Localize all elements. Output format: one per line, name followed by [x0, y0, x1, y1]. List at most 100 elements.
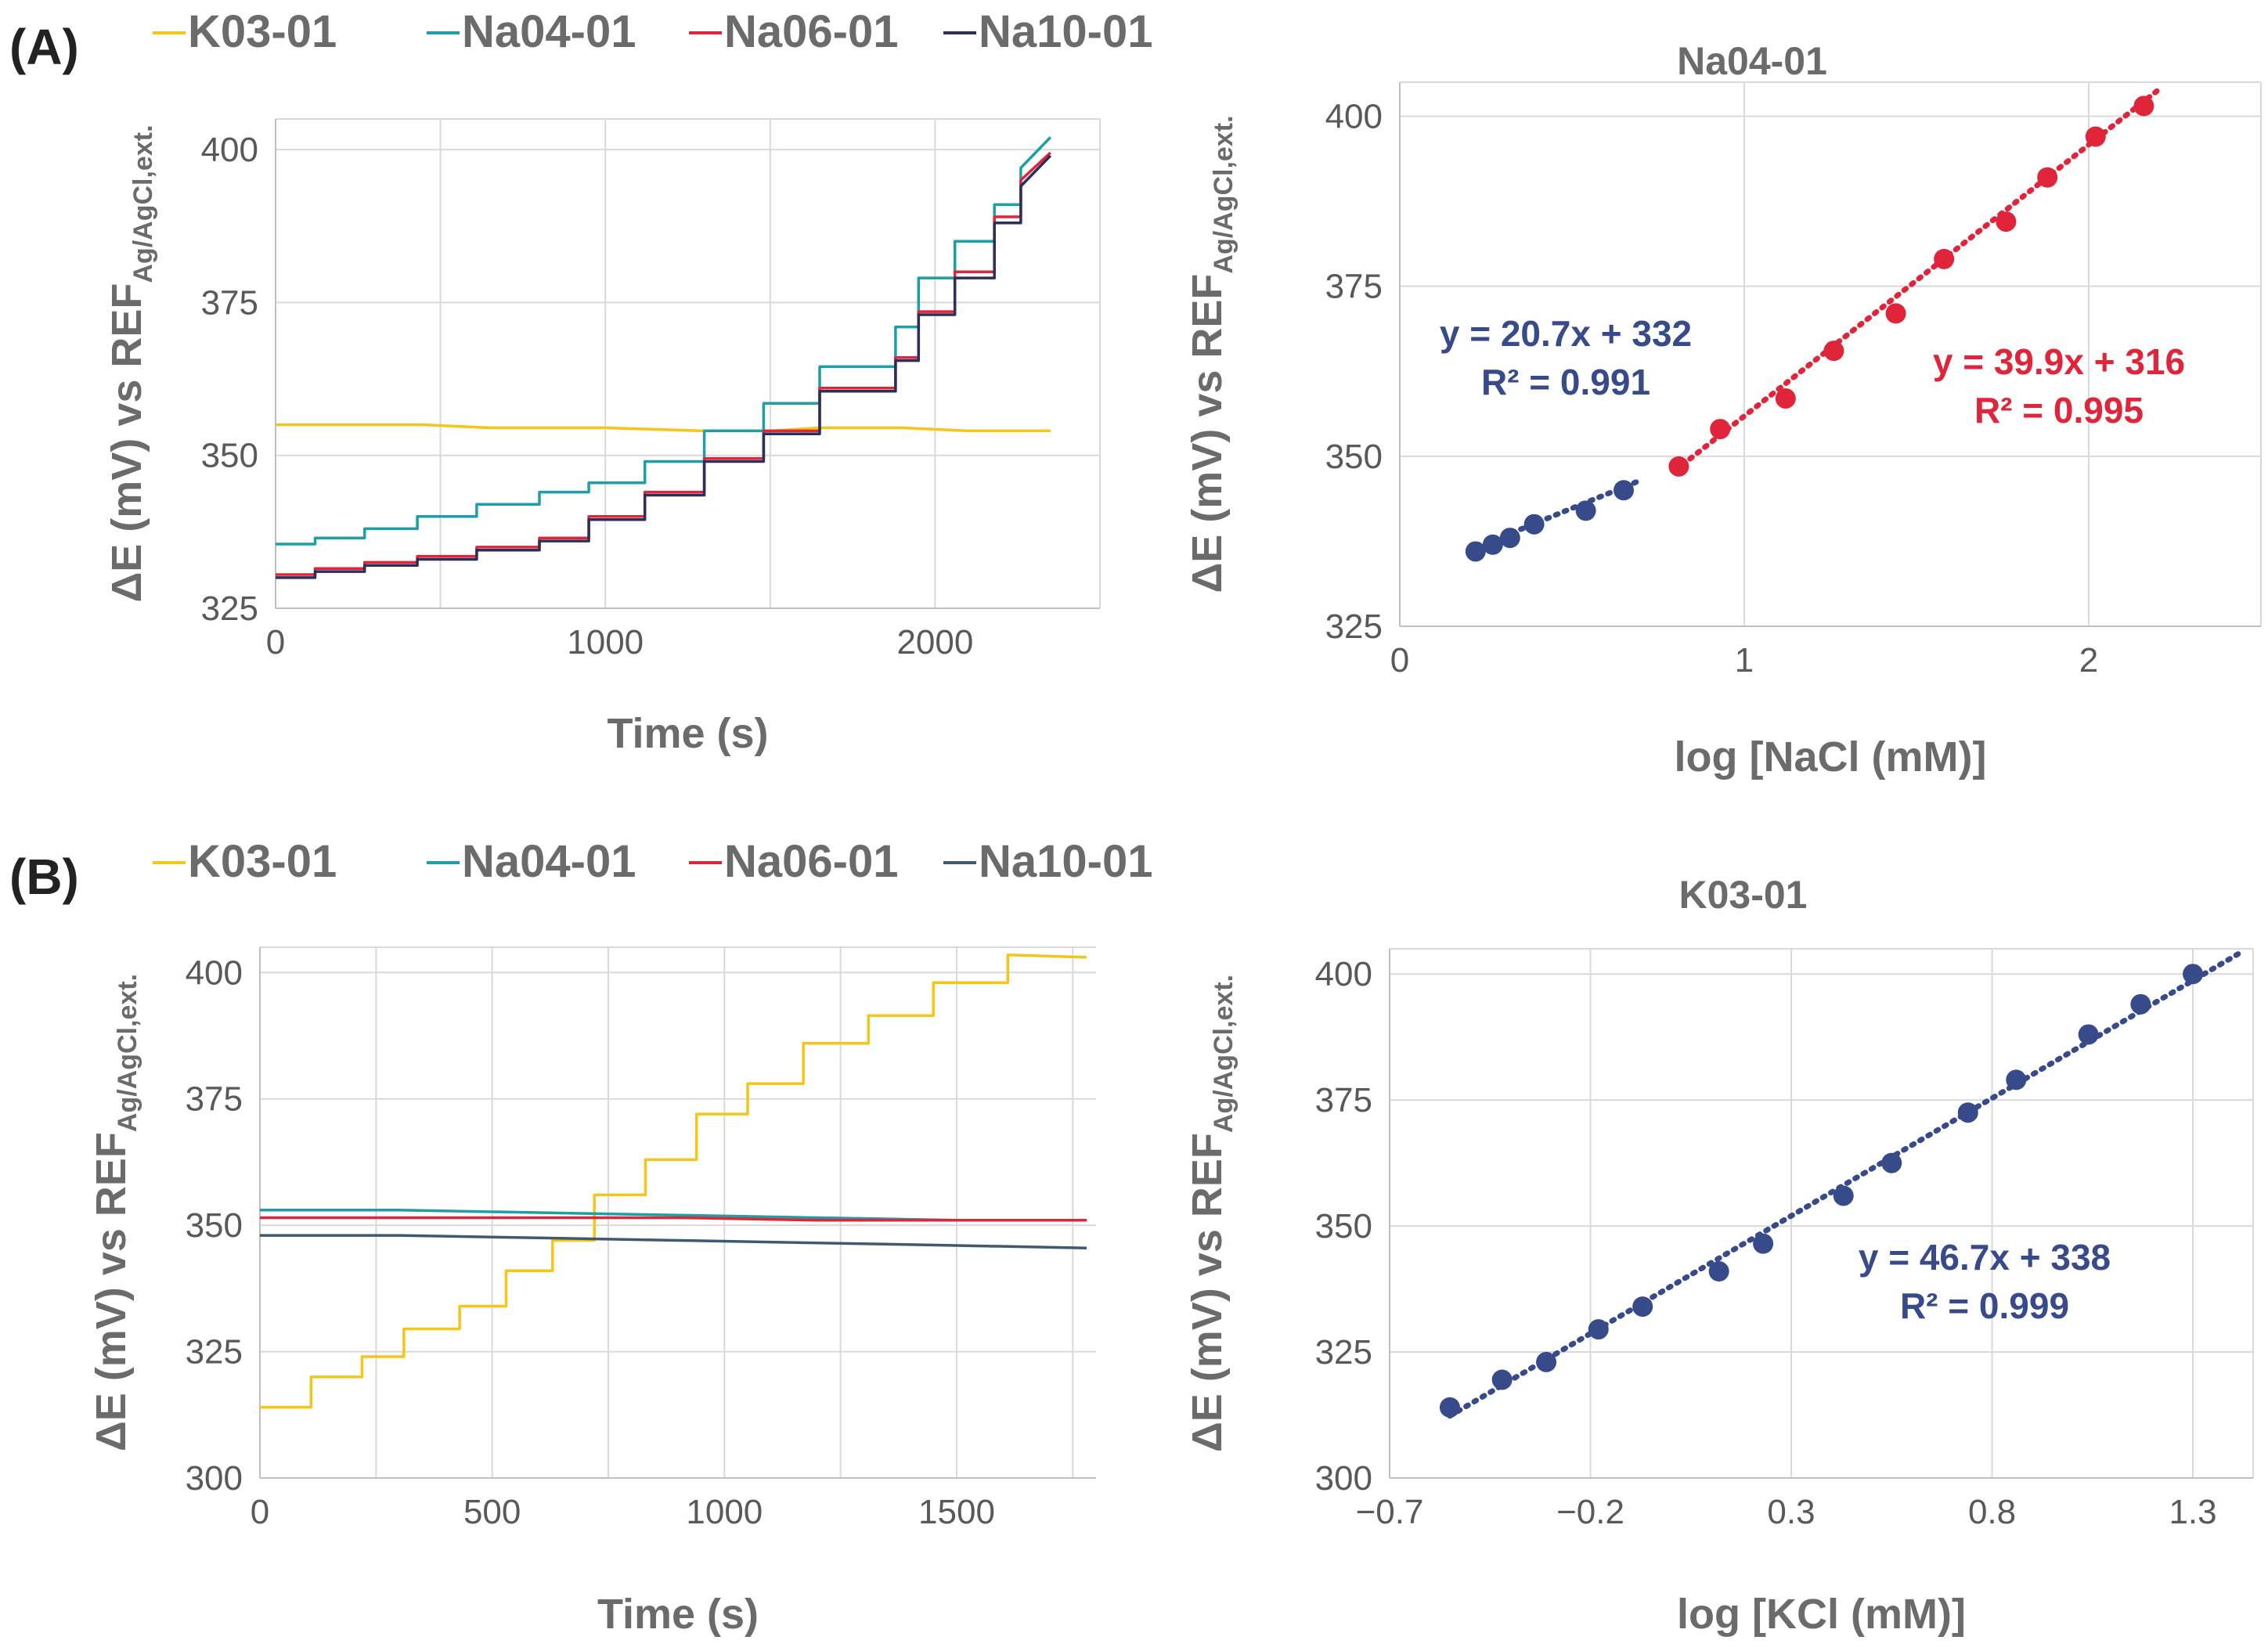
y-axis-title: ΔE (mV) vs REFAg/AgCl,ext.: [1184, 115, 1239, 593]
data-point-low-range: [1575, 500, 1596, 521]
data-point-k03-01: [1632, 1296, 1653, 1318]
y-tick-label: 400: [1325, 97, 1383, 135]
x-tick-label: −0.2: [1556, 1493, 1624, 1531]
x-tick-label: 0: [266, 623, 285, 661]
data-point-low-range: [1614, 480, 1634, 501]
y-tick-label: 325: [201, 589, 258, 628]
r-squared-value: R² = 0.995: [1974, 390, 2144, 431]
y-tick-label: 325: [1315, 1333, 1372, 1372]
data-point-k03-01: [2078, 1024, 2099, 1045]
x-axis-title: Time (s): [607, 710, 768, 757]
series-line-na06-01: [260, 1216, 1087, 1222]
x-tick-label: 1.3: [2169, 1493, 2216, 1531]
series-line-k03-01: [276, 423, 1051, 433]
y-tick-label: 400: [201, 131, 258, 169]
chart-a-time-series: 0 1000 2000 325 350 375 400 Time (s) ΔE (mV) vs …: [103, 118, 1101, 757]
data-point-low-range: [1465, 541, 1486, 562]
y-tick-label: 300: [186, 1459, 243, 1498]
y-tick-label: 375: [186, 1080, 243, 1119]
y-axis-title-subscript: Ag/AgCl,ext.: [1209, 115, 1239, 273]
legend-label-na04-01: Na04-01: [462, 836, 636, 887]
y-axis-title-main: ΔE (mV) vs REF: [88, 1132, 135, 1451]
data-point-k03-01: [2130, 993, 2151, 1015]
trendline-high-range: [1672, 88, 2161, 474]
series-line-k03-01: [260, 953, 1087, 1409]
r-squared-value: R² = 0.999: [1900, 1285, 2069, 1326]
data-point-k03-01: [1491, 1369, 1513, 1390]
x-tick-label: 2: [2079, 641, 2098, 680]
data-point-low-range: [1482, 534, 1503, 555]
panel-label-a: (A): [9, 19, 79, 75]
data-point-k03-01: [1588, 1319, 1609, 1340]
legend-label-na06-01: Na06-01: [724, 6, 898, 57]
y-tick-label: 350: [186, 1206, 243, 1245]
y-tick-label: 350: [1315, 1207, 1372, 1245]
regression-equation: y = 46.7x + 338: [1859, 1237, 2111, 1278]
data-point-high-range: [1775, 388, 1796, 409]
y-tick-label: 375: [201, 283, 258, 322]
data-point-high-range: [1885, 303, 1906, 324]
chart-title: K03-01: [1679, 873, 1808, 917]
y-tick-label: 400: [186, 953, 243, 992]
regression-equation: y = 20.7x + 332: [1440, 313, 1692, 354]
y-tick-label: 350: [1325, 438, 1383, 476]
y-axis-title: ΔE (mV) vs REFAg/AgCl,ext.: [1184, 975, 1239, 1452]
trendline-k03-01: [1447, 949, 2245, 1419]
series-line-na10-01: [276, 154, 1052, 579]
y-tick-label: 375: [1315, 1081, 1372, 1119]
x-axis-title: log [NaCl (mM)]: [1675, 734, 1987, 780]
y-tick-label: 400: [1315, 955, 1372, 993]
y-axis-title-main: ΔE (mV) vs REF: [103, 283, 150, 603]
chart-b-time-series: 0 500 1000 1500 300 325 350 375 400 Time (s) ΔE (m…: [88, 946, 1096, 1638]
x-axis-title: log [KCl (mM)]: [1677, 1591, 1966, 1638]
data-point-high-range: [2037, 167, 2058, 188]
data-point-k03-01: [1753, 1233, 1774, 1254]
y-tick-label: 350: [201, 437, 258, 475]
data-point-low-range: [1499, 528, 1520, 549]
y-axis-title-subscript: Ag/AgCl,ext.: [113, 974, 142, 1132]
y-axis-title-subscript: Ag/AgCl,ext.: [128, 124, 158, 283]
legend-label-na06-01: Na06-01: [724, 836, 898, 887]
series-line-na04-01: [276, 136, 1052, 546]
legend-label-k03-01: K03-01: [188, 836, 337, 887]
legend-label-na10-01: Na10-01: [979, 6, 1152, 57]
data-point-high-range: [1710, 419, 1731, 440]
x-tick-label: 0.3: [1767, 1493, 1815, 1531]
y-axis-title: ΔE (mV) vs REFAg/AgCl,ext.: [103, 124, 158, 602]
y-tick-label: 300: [1315, 1459, 1372, 1498]
y-axis-title-main: ΔE (mV) vs REF: [1184, 274, 1231, 593]
x-tick-label: 0.8: [1968, 1493, 2016, 1531]
x-axis-title: Time (s): [597, 1591, 759, 1638]
legend-label-k03-01: K03-01: [188, 6, 337, 57]
series-line-na06-01: [276, 151, 1051, 576]
data-point-high-range: [1823, 341, 1844, 362]
data-point-k03-01: [1881, 1152, 1902, 1173]
x-tick-label: 1500: [918, 1493, 995, 1531]
chart-title: Na04-01: [1677, 39, 1827, 83]
series-line-na10-01: [260, 1234, 1087, 1249]
x-tick-label: 1: [1735, 641, 1754, 680]
data-point-k03-01: [2183, 964, 2204, 985]
data-point-k03-01: [1536, 1351, 1557, 1372]
x-tick-label: 1000: [567, 623, 644, 661]
chart-b-calibration: −0.7 −0.2 0.3 0.8 1.3 300 325 350 375 400 log [KCl…: [1184, 873, 2254, 1638]
y-axis-title-main: ΔE (mV) vs REF: [1184, 1133, 1231, 1452]
chart-a-calibration: 0 1 2 325 350 375 400 log [NaCl (mM)] ΔE (mV) vs…: [1184, 39, 2262, 780]
regression-equation: y = 39.9x + 316: [1933, 341, 2185, 382]
x-tick-label: −0.7: [1356, 1493, 1424, 1531]
x-tick-label: 1000: [686, 1493, 763, 1531]
r-squared-value: R² = 0.991: [1481, 362, 1650, 402]
y-tick-label: 375: [1325, 268, 1383, 306]
data-point-low-range: [1523, 514, 1545, 535]
data-point-high-range: [1668, 456, 1689, 477]
x-tick-label: 0: [251, 1493, 269, 1531]
data-point-k03-01: [2006, 1069, 2027, 1090]
data-point-k03-01: [1833, 1185, 1854, 1206]
x-tick-label: 500: [463, 1493, 521, 1531]
data-point-high-range: [2133, 96, 2154, 117]
y-axis-title-subscript: Ag/AgCl,ext.: [1209, 975, 1239, 1133]
x-tick-label: 2000: [896, 623, 973, 661]
data-point-high-range: [2085, 126, 2106, 147]
data-point-k03-01: [1439, 1397, 1460, 1418]
legend-b: K03-01 Na04-01 Na06-01 Na10-01: [153, 836, 1152, 887]
